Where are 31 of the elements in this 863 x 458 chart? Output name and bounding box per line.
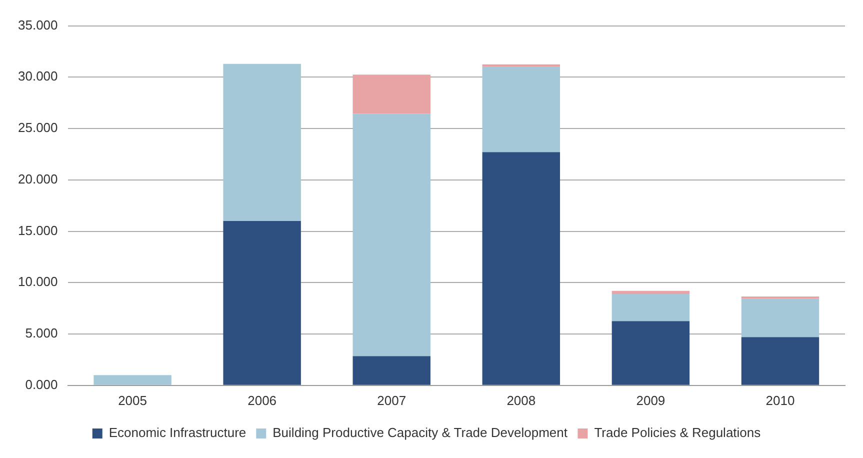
bar [223,221,301,385]
bar [223,64,301,222]
y-tick-label: 5.000 [25,326,58,341]
y-tick-label: 0.000 [25,376,58,392]
bar [482,152,560,385]
bar [482,64,560,67]
y-tick-label: 15.000 [18,222,58,238]
x-tick-label: 2010 [766,392,795,408]
bar [94,375,172,385]
bar [741,337,820,385]
bar [352,114,430,356]
x-tick-label: 2008 [506,392,536,408]
bar [482,66,560,152]
x-tick-label: 2005 [118,392,147,408]
y-tick-label: 25.000 [18,120,58,136]
legend-label: Economic Infrastructure [108,425,246,440]
y-tick-label: 20.000 [18,171,58,186]
y-tick-label: 35.000 [18,17,58,32]
bar [612,290,690,294]
bar [612,294,690,322]
x-tick-label: 2006 [248,392,277,408]
y-tick-label: 30.000 [18,68,58,84]
legend-label: Building Productive Capacity & Trade Development [272,425,568,440]
x-tick-label: 2009 [636,392,666,408]
legend-label: Trade Policies & Regulations [594,425,762,440]
bar [741,298,820,338]
bar [352,74,430,114]
bar [352,356,430,385]
y-tick-label: 10.000 [18,274,58,290]
bar [612,321,690,385]
x-tick-label: 2007 [377,392,406,408]
